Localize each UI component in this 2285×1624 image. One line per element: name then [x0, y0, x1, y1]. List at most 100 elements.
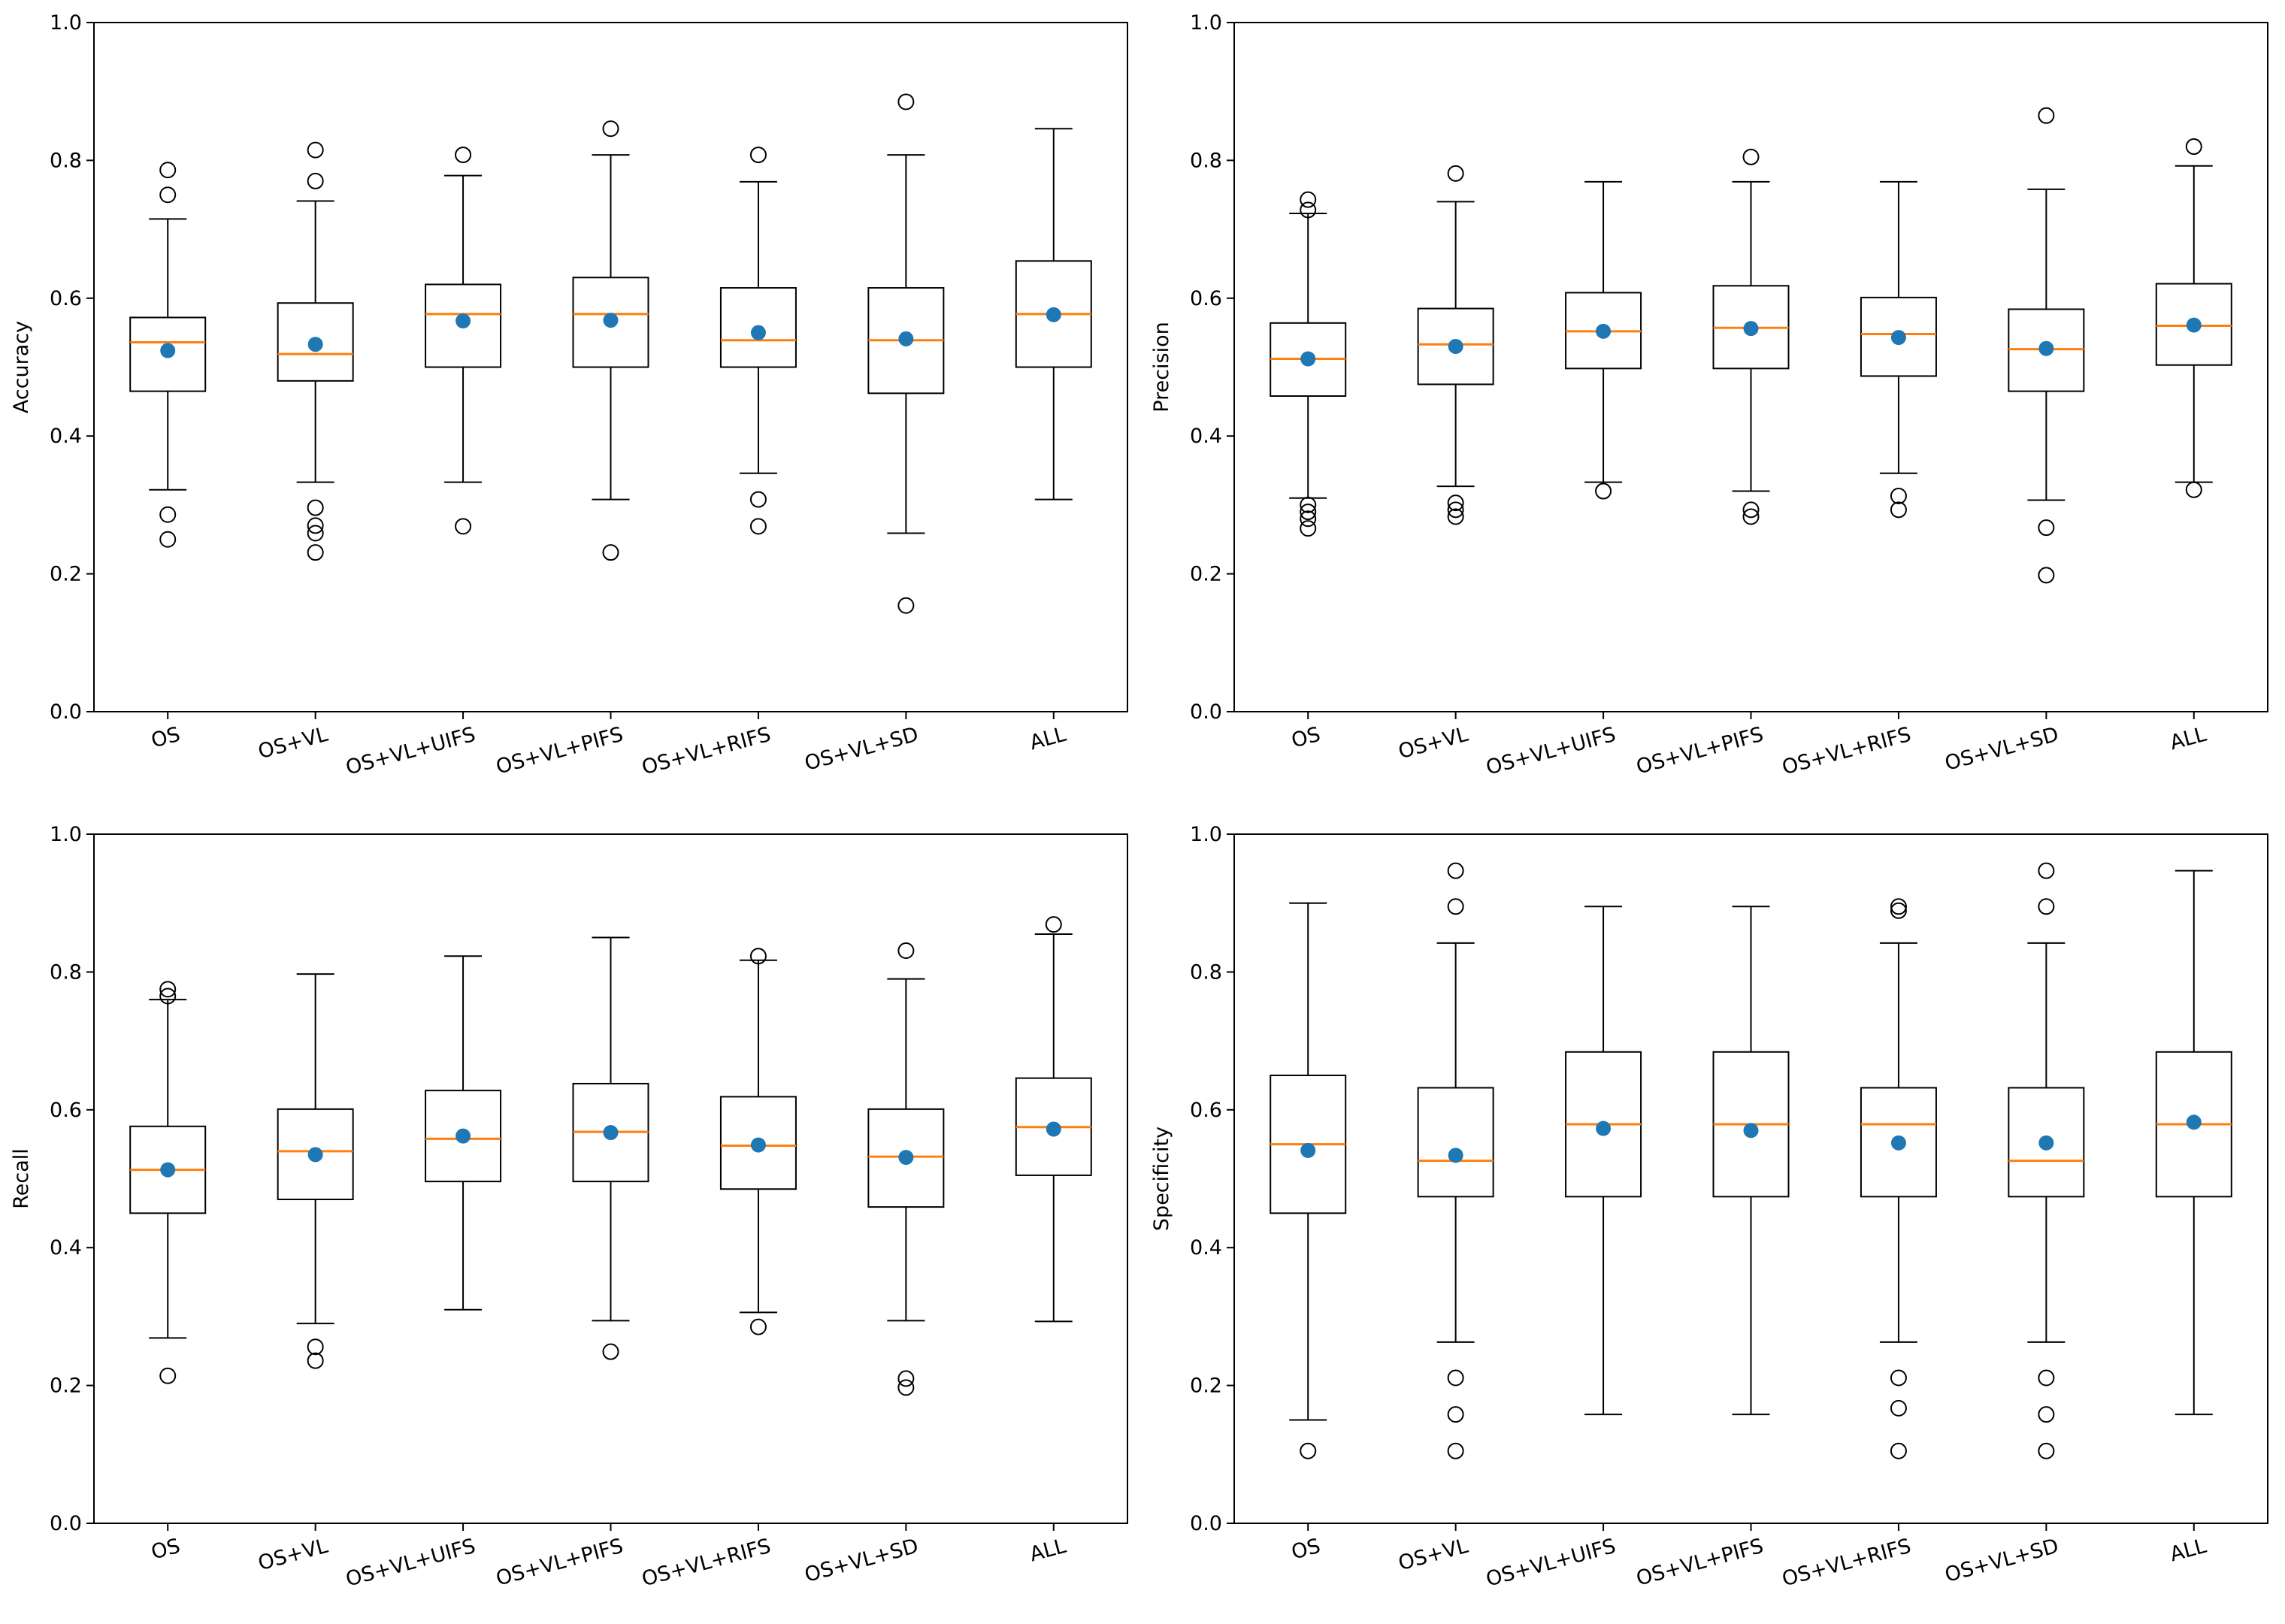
outlier-point	[749, 147, 767, 164]
x-tick-label: OS+VL	[256, 1535, 330, 1575]
mean-point	[603, 1125, 619, 1141]
mean-point	[2186, 317, 2202, 333]
x-tick-label: OS+VL+PIFS	[1634, 723, 1766, 779]
box-group	[1417, 165, 1494, 525]
box-group	[719, 147, 797, 535]
mean-point	[898, 331, 914, 346]
outlier-point	[2038, 567, 2055, 584]
outlier-point	[1890, 501, 1907, 519]
outlier-point	[1300, 496, 1317, 513]
y-tick-label: 0.0	[50, 700, 82, 724]
mean-point	[1448, 338, 1463, 354]
box-group	[1860, 180, 1937, 519]
mean-point	[307, 337, 323, 352]
box-group	[277, 141, 354, 561]
mean-point	[2038, 340, 2054, 356]
outlier-point	[1447, 1442, 1464, 1459]
mean-point	[307, 1147, 323, 1163]
box-group	[1417, 862, 1494, 1459]
x-tick-label: OS+VL+RIFS	[640, 723, 773, 780]
y-tick-label: 0.8	[1190, 960, 1222, 984]
iqr-box	[425, 1090, 502, 1183]
chart-panel: 0.0 0.2 0.4 0.6 0.8 1.0 Accuracy OS OS+VL OS+VL+U…	[10, 11, 1128, 780]
box-group	[1565, 906, 1642, 1416]
mean-point	[455, 1128, 471, 1144]
mean-point	[1596, 1120, 1612, 1136]
outlier-point	[2038, 898, 2055, 915]
y-tick-label: 1.0	[50, 823, 82, 846]
mean-point	[1300, 1142, 1316, 1158]
y-tick-label: 0.6	[1190, 287, 1222, 310]
outlier-point	[2038, 519, 2055, 537]
box-group	[425, 955, 502, 1311]
outlier-point	[1595, 482, 1612, 500]
iqr-box	[1417, 307, 1494, 386]
outlier-point	[1742, 501, 1760, 519]
outlier-point	[897, 1379, 915, 1396]
outlier-point	[897, 93, 915, 110]
outlier-point	[2185, 481, 2202, 498]
outlier-point	[1447, 862, 1464, 879]
x-tick-label: OS+VL+PIFS	[494, 723, 626, 779]
iqr-box	[277, 1108, 354, 1201]
y-tick-label: 0.8	[1190, 149, 1222, 172]
mean-point	[2186, 1114, 2202, 1130]
outlier-point	[2038, 1442, 2055, 1459]
outlier-point	[159, 506, 177, 523]
iqr-box	[719, 1096, 797, 1190]
outlier-point	[897, 942, 915, 959]
y-tick-label: 0.0	[1190, 700, 1222, 724]
outlier-point	[1890, 902, 1907, 919]
mean-point	[160, 343, 176, 358]
x-tick-label: ALL	[1027, 1535, 1069, 1567]
x-tick-label: OS+VL+UIFS	[1484, 1535, 1618, 1592]
box-group	[1712, 148, 1790, 525]
outlier-point	[307, 499, 324, 516]
outlier-point	[1890, 898, 1907, 915]
outlier-point	[1300, 1442, 1317, 1459]
box-group	[2155, 138, 2232, 498]
outlier-point	[1890, 1399, 1907, 1417]
box-group	[867, 942, 945, 1396]
box-group	[1015, 916, 1092, 1323]
outlier-point	[1300, 504, 1317, 521]
y-axis-label: Specificity	[1150, 1127, 1173, 1231]
outlier-point	[602, 1343, 619, 1360]
outlier-point	[1447, 501, 1464, 519]
iqr-box	[1417, 1087, 1494, 1198]
x-tick-label: OS+VL+PIFS	[1634, 1535, 1766, 1591]
x-tick-label: OS+VL+SD	[802, 1535, 921, 1587]
y-tick-label: 1.0	[50, 11, 82, 35]
mean-point	[1448, 1148, 1463, 1163]
outlier-point	[1447, 165, 1464, 182]
outlier-point	[1890, 1442, 1907, 1459]
y-tick-label: 0.2	[50, 1375, 82, 1398]
outlier-point	[159, 1367, 177, 1384]
outlier-point	[602, 120, 619, 138]
iqr-box	[1860, 296, 1937, 377]
outlier-point	[307, 141, 324, 159]
outlier-point	[159, 186, 177, 204]
x-tick-label: OS+VL+RIFS	[640, 1535, 773, 1592]
outlier-point	[307, 517, 324, 534]
outlier-point	[1300, 510, 1317, 528]
outlier-point	[307, 172, 324, 189]
outlier-point	[2038, 1406, 2055, 1423]
y-tick-label: 0.2	[1190, 563, 1222, 586]
box-group	[129, 162, 207, 548]
y-tick-label: 0.4	[1190, 1236, 1222, 1260]
mean-point	[750, 1137, 766, 1153]
x-tick-label: OS+VL	[1396, 723, 1470, 764]
chart-panel: 0.0 0.2 0.4 0.6 0.8 1.0 Precision OS OS+VL OS+VL+…	[1150, 11, 2268, 780]
mean-point	[1046, 307, 1061, 322]
iqr-box	[1860, 1087, 1937, 1198]
mean-point	[1743, 1123, 1759, 1139]
outlier-point	[897, 1370, 915, 1387]
outlier-point	[455, 147, 472, 164]
iqr-box	[2008, 1087, 2085, 1198]
mean-point	[1890, 1135, 1906, 1151]
outlier-point	[1447, 1369, 1464, 1387]
outlier-point	[307, 544, 324, 561]
iqr-box	[867, 1108, 945, 1208]
mean-point	[160, 1162, 176, 1178]
